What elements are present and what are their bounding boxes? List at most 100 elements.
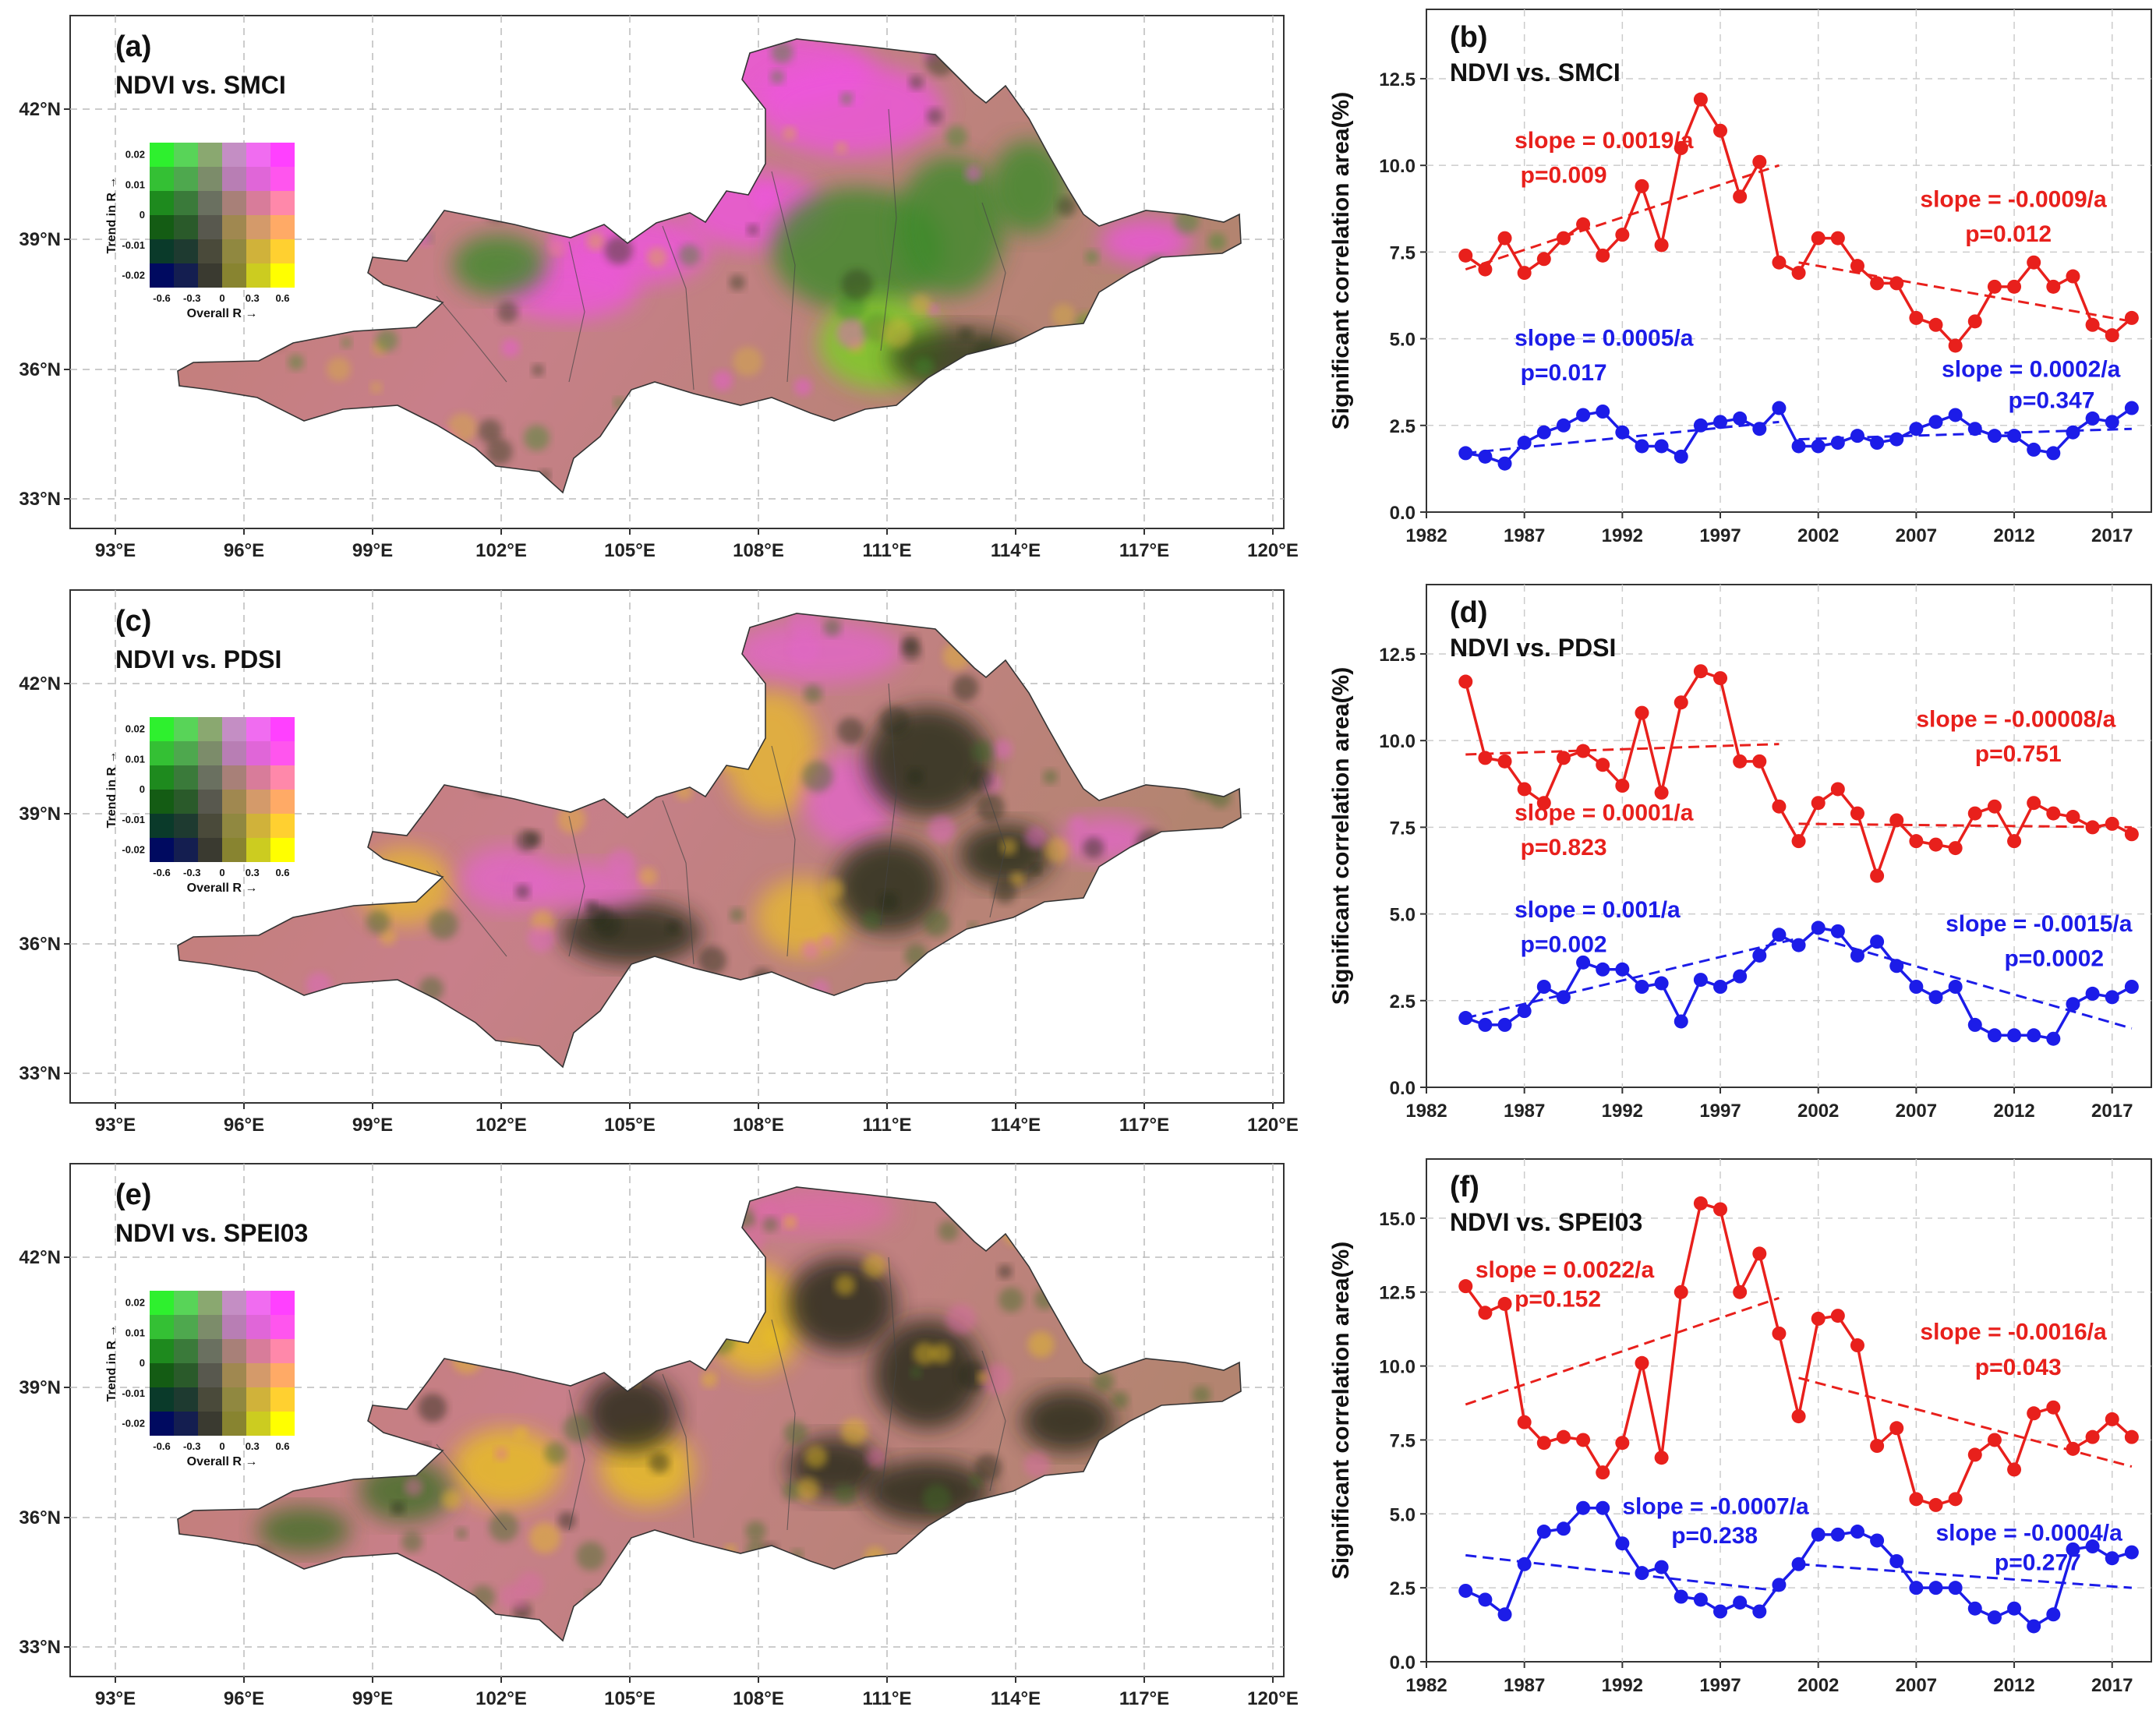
legend-trend-tick: 0.01 bbox=[125, 1327, 145, 1338]
legend-cell bbox=[246, 1339, 270, 1363]
data-point bbox=[1674, 695, 1688, 710]
slope-annotation: p=0.152 bbox=[1515, 1287, 1601, 1313]
correlation-speckle bbox=[852, 97, 863, 108]
data-point bbox=[1674, 1285, 1688, 1299]
data-point bbox=[1674, 1589, 1688, 1604]
data-point bbox=[1772, 1578, 1787, 1592]
lon-tick-label: 93°E bbox=[95, 1115, 136, 1136]
legend-cell bbox=[174, 790, 198, 814]
legend-cell bbox=[150, 215, 174, 239]
y-tick-label: 7.5 bbox=[1390, 1430, 1416, 1451]
subbasin-boundary bbox=[662, 225, 695, 390]
data-point bbox=[1850, 806, 1864, 821]
data-point bbox=[1772, 401, 1787, 415]
y-tick-label: 10.0 bbox=[1379, 1357, 1416, 1378]
correlation-speckle bbox=[418, 1393, 447, 1422]
x-tick-label: 1997 bbox=[1699, 1101, 1741, 1122]
subbasin-boundary bbox=[880, 1256, 897, 1500]
data-point bbox=[1772, 1326, 1787, 1341]
data-point bbox=[1987, 429, 2002, 443]
data-point bbox=[2124, 827, 2139, 842]
lon-tick-label: 120°E bbox=[1247, 1115, 1299, 1136]
correlation-speckle bbox=[1083, 837, 1105, 859]
legend-overall-tick: -0.3 bbox=[183, 292, 200, 304]
subbasin-boundary bbox=[981, 776, 1006, 918]
correlation-speckle bbox=[1192, 1385, 1211, 1405]
correlation-speckle bbox=[586, 232, 605, 251]
slope-annotation: slope = 0.0001/a bbox=[1515, 800, 1694, 825]
lon-tick-label: 102°E bbox=[475, 540, 527, 561]
correlation-patch bbox=[257, 1507, 351, 1553]
legend-ylabel: Trend in R → bbox=[105, 1325, 118, 1402]
legend-cell bbox=[246, 1412, 270, 1436]
lon-tick-label: 105°E bbox=[604, 540, 656, 561]
legend-cell bbox=[246, 1363, 270, 1387]
correlation-speckle bbox=[976, 793, 1006, 822]
data-point bbox=[2027, 1028, 2041, 1043]
legend-cell bbox=[198, 1412, 222, 1436]
data-point bbox=[1458, 1583, 1473, 1598]
correlation-speckle bbox=[945, 1304, 977, 1335]
legend-cell bbox=[198, 1291, 222, 1315]
correlation-patch bbox=[740, 1187, 896, 1234]
correlation-speckle bbox=[1009, 871, 1025, 887]
correlation-speckle bbox=[914, 356, 935, 376]
data-point bbox=[1850, 948, 1864, 963]
legend-cell bbox=[270, 1387, 295, 1412]
lon-tick-label: 114°E bbox=[991, 540, 1041, 561]
legend-cell bbox=[246, 143, 270, 167]
slope-annotation: slope = -0.0007/a bbox=[1622, 1493, 1809, 1519]
legend-cell bbox=[198, 263, 222, 288]
legend-cell bbox=[270, 814, 295, 838]
correlation-speckle bbox=[1024, 825, 1047, 849]
legend-cell bbox=[270, 1412, 295, 1436]
legend-overall-tick: -0.6 bbox=[153, 867, 170, 878]
data-point bbox=[1811, 439, 1826, 454]
y-tick-label: 10.0 bbox=[1379, 156, 1416, 177]
data-point bbox=[2066, 1542, 2080, 1557]
correlation-speckle bbox=[762, 1216, 779, 1232]
data-point bbox=[1674, 140, 1688, 155]
legend-overall-tick: 0.6 bbox=[275, 867, 289, 878]
legend-overall-tick: 0.3 bbox=[246, 867, 260, 878]
data-point bbox=[1635, 1566, 1649, 1581]
data-point bbox=[1889, 813, 1904, 828]
correlation-patch bbox=[1099, 218, 1193, 265]
correlation-speckle bbox=[993, 881, 1016, 904]
data-point bbox=[1556, 1429, 1571, 1444]
trend-line bbox=[1798, 822, 2132, 829]
legend-cell bbox=[150, 1291, 174, 1315]
correlation-speckle bbox=[931, 1343, 952, 1364]
subbasin-boundary bbox=[568, 815, 585, 957]
correlation-speckle bbox=[401, 1531, 423, 1553]
data-point bbox=[2085, 317, 2100, 332]
data-point bbox=[1733, 1595, 1748, 1610]
legend-cell bbox=[222, 167, 246, 191]
data-point bbox=[1830, 1309, 1845, 1323]
legend-cell bbox=[150, 717, 174, 741]
correlation-speckle bbox=[879, 705, 910, 736]
data-point bbox=[1536, 252, 1551, 267]
data-point bbox=[1752, 948, 1767, 963]
x-tick-label: 1987 bbox=[1504, 1101, 1545, 1122]
legend-cell bbox=[174, 239, 198, 263]
correlation-speckle bbox=[499, 1584, 525, 1610]
data-point bbox=[1870, 935, 1885, 949]
subbasin-boundary bbox=[771, 1319, 796, 1531]
correlation-speckle bbox=[938, 1221, 959, 1242]
data-point bbox=[1596, 405, 1610, 419]
correlation-patch bbox=[1021, 1390, 1115, 1452]
bivariate-legend: 0.02 0.01 0 -0.01 -0.02 -0.6 -0.3 0 0.3 0.6 Overal… bbox=[105, 143, 295, 320]
correlation-speckle bbox=[327, 357, 351, 381]
data-point bbox=[1654, 785, 1669, 800]
correlation-speckle bbox=[866, 1448, 886, 1468]
slope-annotation: slope = 0.0005/a bbox=[1515, 325, 1694, 351]
data-point bbox=[1850, 1338, 1864, 1353]
data-point bbox=[1909, 1492, 1924, 1507]
data-point bbox=[1596, 1500, 1610, 1515]
data-point bbox=[1693, 1592, 1708, 1607]
correlation-speckle bbox=[796, 1477, 820, 1501]
correlation-speckle bbox=[638, 867, 658, 886]
legend-cell bbox=[174, 717, 198, 741]
line-chart-panel: 1982 1987 1992 1997 2002 2007 2012 2017 0.0 2.5 5.… bbox=[1328, 584, 2152, 1122]
